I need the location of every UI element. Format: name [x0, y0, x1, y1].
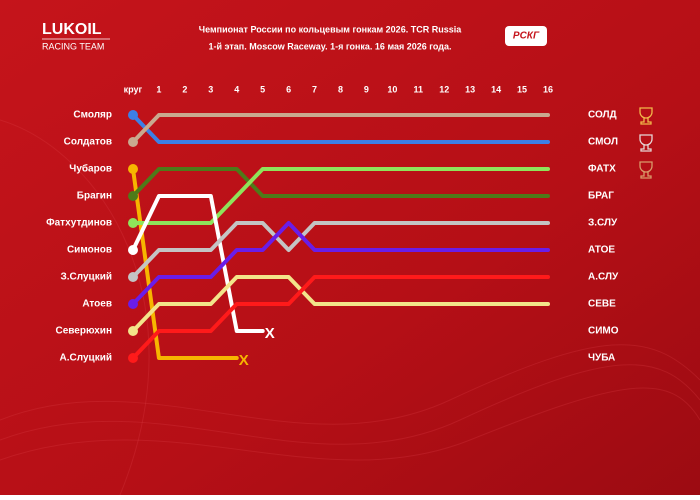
chart-subtitle: 1-й этап. Moscow Raceway. 1-я гонка. 16 … [209, 41, 452, 51]
x-tick-label: 15 [517, 84, 527, 94]
series-logo: РСКГ [513, 31, 540, 42]
trophies [639, 107, 653, 179]
driver-label: Чубаров [69, 163, 112, 175]
finish-label: СИМО [588, 326, 619, 337]
start-dot [128, 353, 138, 363]
chart-title: Чемпионат России по кольцевым гонкам 202… [199, 24, 462, 34]
x-tick-label: 7 [312, 84, 317, 94]
x-tick-label: 1 [156, 84, 161, 94]
series-logo-bg [505, 26, 547, 46]
trophy-silver [639, 134, 653, 152]
trophy-gold [639, 107, 653, 125]
x-tick-label: 8 [338, 84, 343, 94]
x-tick-label: 5 [260, 84, 265, 94]
driver-label: З.Слуцкий [61, 272, 113, 283]
position-line [131, 221, 550, 279]
x-tick-label: 10 [387, 84, 397, 94]
finish-label: СМОЛ [588, 137, 618, 148]
driver-label: Солдатов [64, 137, 112, 148]
start-dot [128, 218, 138, 228]
driver-label: А.Слуцкий [60, 353, 112, 364]
driver-label: Симонов [67, 245, 112, 256]
position-line [131, 275, 550, 333]
position-line [131, 167, 239, 360]
finish-label: З.СЛУ [588, 218, 618, 229]
driver-label: Северюхин [55, 326, 112, 337]
retired-marker: X [265, 325, 275, 342]
x-tick-label: 6 [286, 84, 291, 94]
finish-label: БРАГ [588, 191, 614, 202]
x-tick-label: 12 [439, 84, 449, 94]
finish-label: ФАТХ [588, 164, 616, 175]
x-tick-label: 14 [491, 84, 501, 94]
brand-logo: LUKOIL [42, 21, 102, 38]
start-dot [128, 137, 138, 147]
finish-label: СЕВЕ [588, 299, 616, 310]
retired-marker: X [239, 352, 249, 369]
position-line [131, 167, 550, 225]
x-tick-label: круг [124, 84, 143, 94]
start-dot [128, 299, 138, 309]
x-tick-label: 4 [234, 84, 239, 94]
position-line [131, 275, 550, 360]
x-tick-label: 11 [414, 84, 424, 94]
finish-label: СОЛД [588, 110, 617, 121]
position-line [131, 113, 550, 144]
trophy-bronze [639, 161, 653, 179]
x-tick-label: 13 [465, 84, 475, 94]
x-tick-label: 2 [182, 84, 187, 94]
x-tick-label: 9 [364, 84, 369, 94]
finish-label: ЧУБА [588, 353, 615, 364]
start-dot [128, 272, 138, 282]
start-dot [128, 245, 138, 255]
position-line [131, 113, 550, 144]
start-dot [128, 164, 138, 174]
team-logo: RACING TEAM [42, 41, 104, 51]
driver-label: Смоляр [73, 110, 112, 121]
x-tick-label: 16 [543, 84, 553, 94]
driver-label: Фатхутдинов [46, 218, 112, 229]
driver-label: Брагин [77, 191, 112, 202]
waves [0, 119, 700, 496]
position-line [131, 194, 265, 333]
finish-label: АТОЕ [588, 245, 615, 256]
start-dot [128, 110, 138, 120]
finish-label: А.СЛУ [588, 272, 619, 283]
position-line [131, 167, 550, 198]
start-dot [128, 326, 138, 336]
driver-label: Атоев [82, 299, 112, 310]
position-line [131, 221, 550, 306]
x-tick-label: 3 [208, 84, 213, 94]
start-dot [128, 191, 138, 201]
